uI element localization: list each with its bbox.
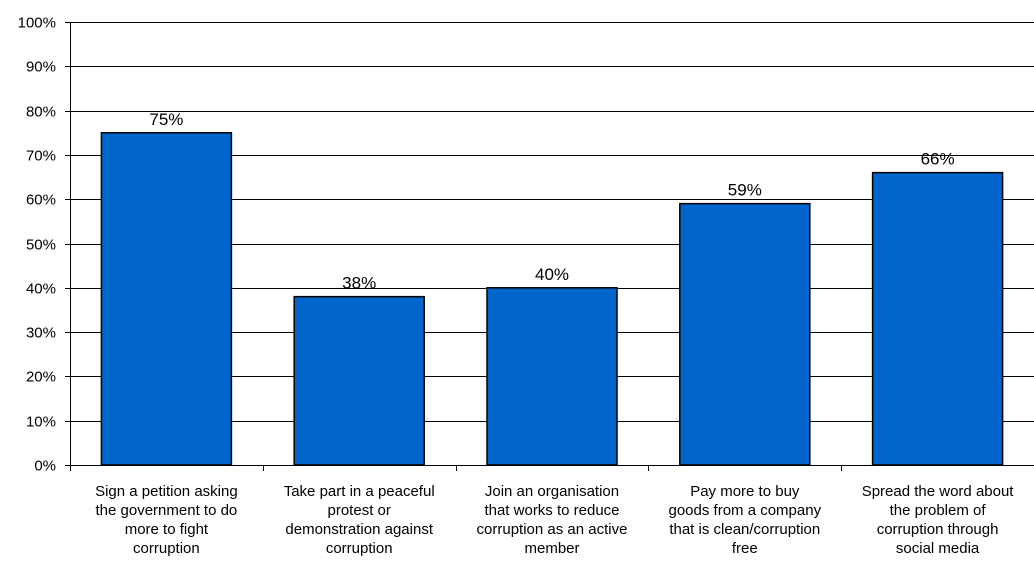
y-tick-label: 70% [26, 148, 56, 165]
y-tick-label: 30% [26, 325, 56, 342]
category-label-line: member [524, 540, 580, 557]
bar [679, 202, 811, 466]
data-label: 38% [342, 274, 376, 293]
category-label-line: the problem of [889, 502, 986, 519]
y-tick-label: 100% [18, 15, 56, 32]
category-label-line: corruption as an active [476, 521, 628, 538]
y-tick-label: 20% [26, 369, 56, 386]
category-label: Spread the word about the problem of corru… [843, 482, 1033, 558]
y-tick-label: 60% [26, 192, 56, 209]
data-label: 66% [921, 150, 955, 169]
bar [871, 171, 1004, 466]
category-label-line: free [731, 540, 758, 557]
y-tick-label: 90% [26, 59, 56, 76]
category-label-line: the government to do [95, 502, 238, 519]
y-tick-label: 10% [26, 414, 56, 431]
category-label-line: Sign a petition asking [95, 483, 238, 500]
category-label: Join an organisation that works to reduce… [457, 482, 647, 558]
category-label-line: corruption [325, 540, 393, 557]
y-tick-labels: 0% 10% 20% 30% 40% 50% 60% 70% 80% 90% 100% [18, 15, 56, 475]
bar [486, 287, 618, 466]
data-label: 75% [149, 110, 183, 129]
category-label-line: Spread the word about [861, 483, 1014, 500]
category-label-line: that is clean/corruption [669, 521, 821, 538]
category-label-line: goods from a company [668, 502, 822, 519]
category-label: Sign a petition asking the government to … [71, 482, 261, 558]
category-label-line: demonstration against [285, 521, 433, 538]
data-labels: 75% 38% 40% 59% 66% [149, 110, 954, 293]
bars [100, 132, 1004, 466]
data-label: 40% [535, 265, 569, 284]
bar [293, 295, 425, 466]
data-label: 59% [728, 181, 762, 200]
axes [65, 22, 1034, 471]
category-label-line: corruption [133, 540, 200, 557]
category-label-line: more to fight [124, 521, 209, 538]
y-tick-label: 50% [26, 237, 56, 254]
bar [100, 132, 233, 466]
category-label-line: Take part in a peaceful [283, 483, 435, 500]
category-label-line: Join an organisation [484, 483, 620, 500]
y-tick-label: 40% [26, 281, 56, 298]
category-label-line: that works to reduce [484, 502, 620, 519]
category-label: Pay more to buy goods from a company that … [650, 482, 840, 558]
category-label-line: social media [895, 540, 980, 557]
category-label-line: corruption through [876, 521, 999, 538]
y-tick-label: 0% [34, 458, 56, 475]
y-tick-label: 80% [26, 104, 56, 121]
category-label: Take part in a peaceful protest or demonst… [264, 482, 454, 558]
category-label-line: protest or [327, 502, 391, 519]
category-label-line: Pay more to buy [690, 483, 800, 500]
